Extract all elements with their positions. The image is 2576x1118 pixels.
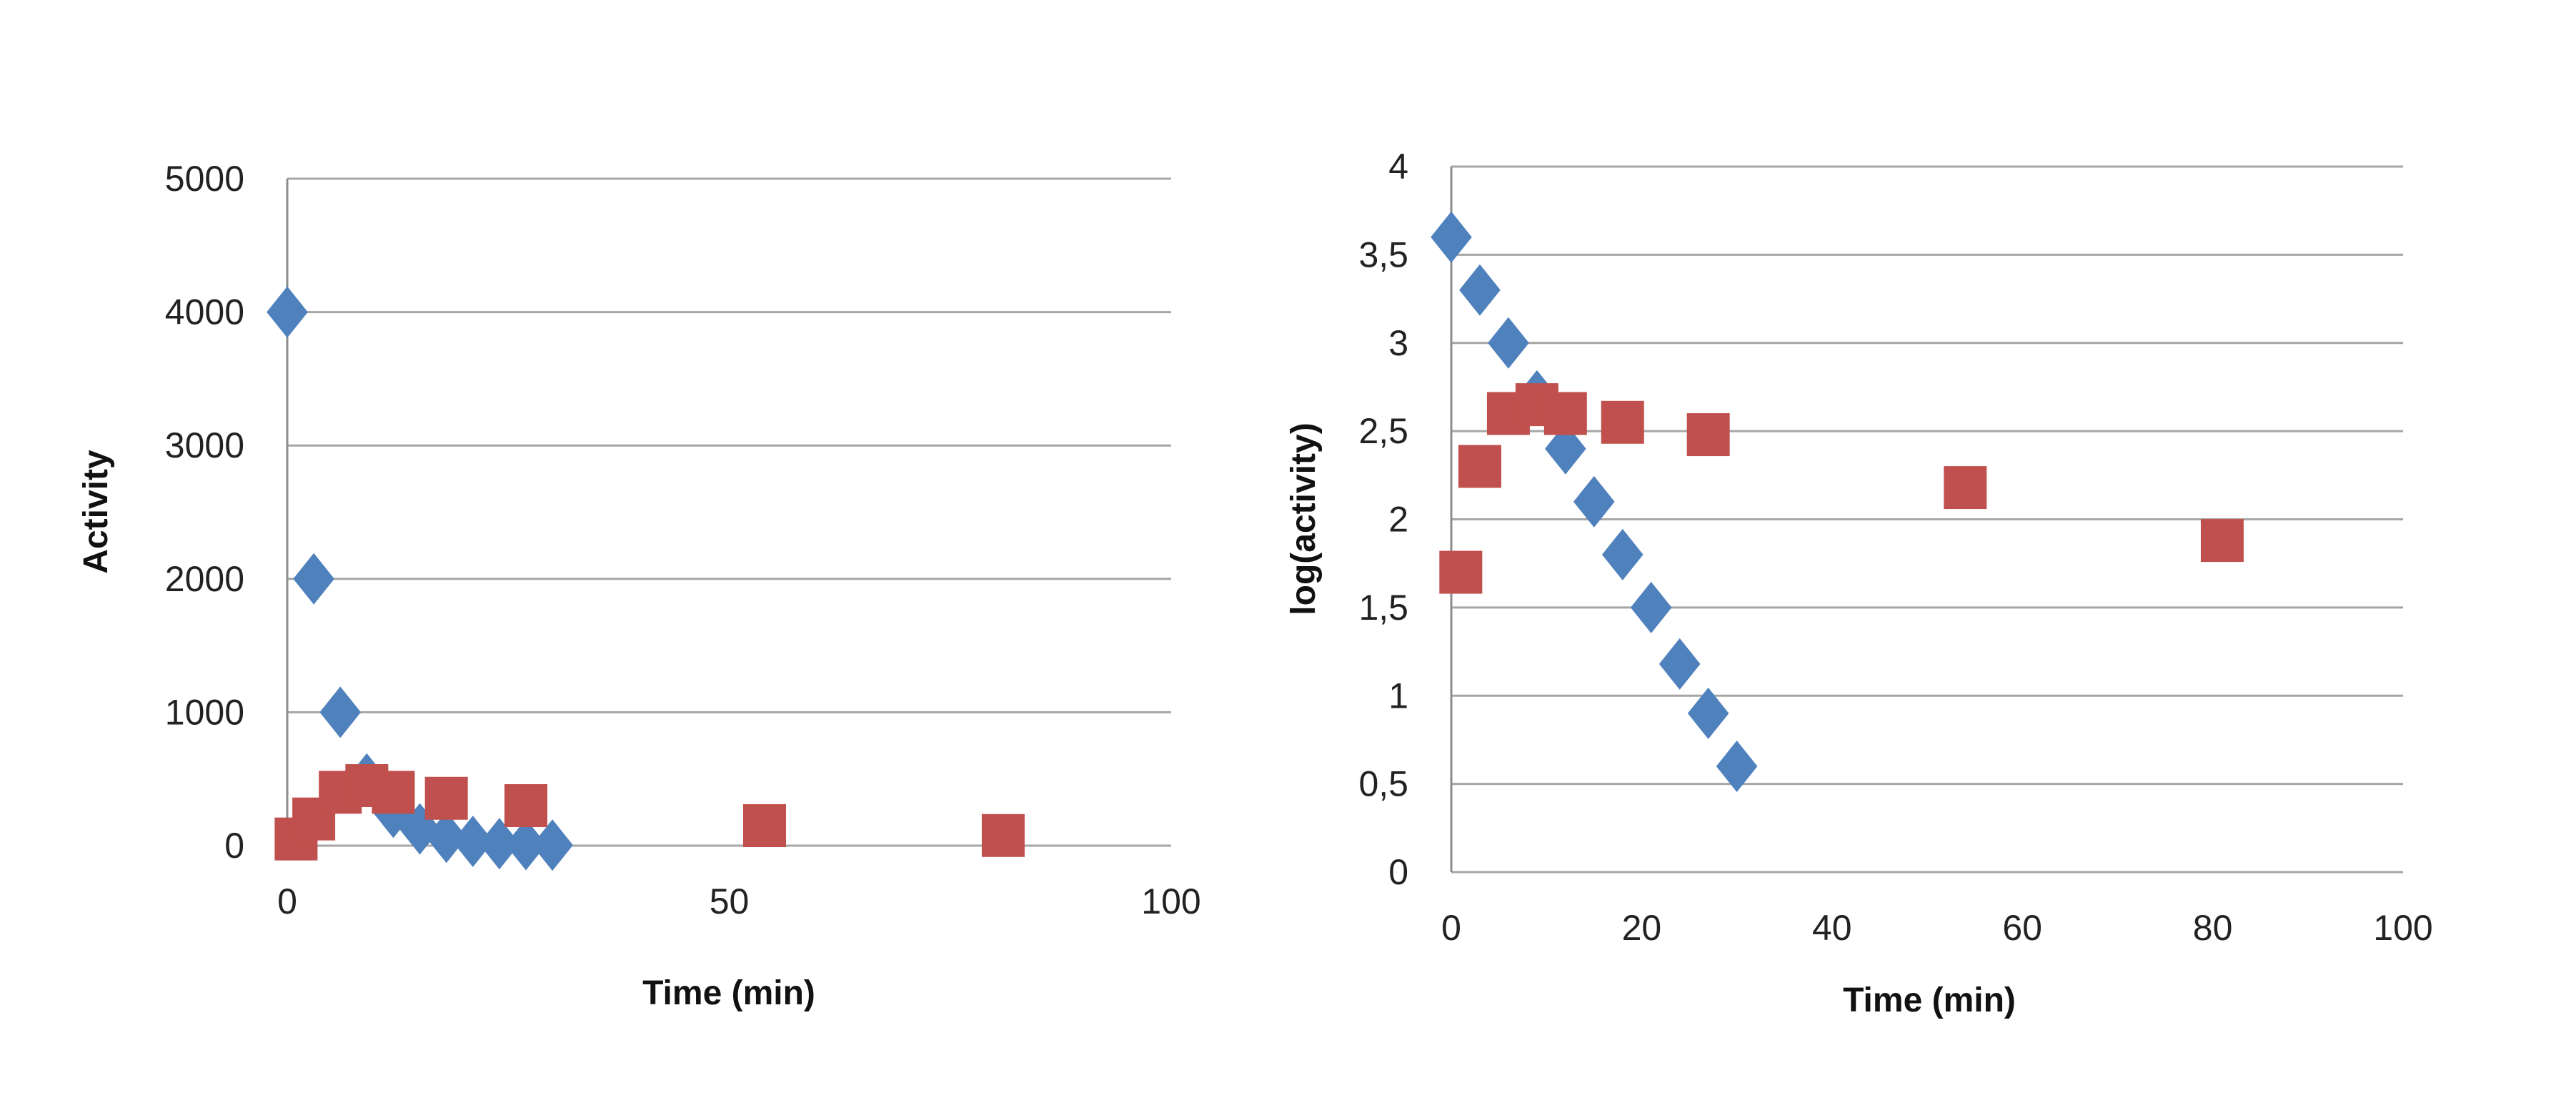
y-tick-label: 0,5: [1358, 764, 1408, 804]
x-tick-label: 60: [2002, 908, 2042, 948]
data-point-square: [1439, 550, 1483, 594]
y-axis-label: Activity: [77, 450, 115, 574]
data-point-diamond: [1488, 317, 1529, 369]
data-point-diamond: [1687, 687, 1729, 739]
data-point-diamond: [1601, 528, 1643, 580]
x-tick-label: 100: [1141, 881, 1200, 921]
y-tick-label: 2,5: [1358, 411, 1408, 451]
data-point-square: [424, 776, 468, 820]
x-axis-label: Time (min): [642, 974, 815, 1012]
y-tick-label: 1: [1388, 676, 1408, 716]
data-point-diamond: [1431, 211, 1472, 263]
y-tick-label: 5000: [165, 159, 244, 199]
activity-chart: Time (min) Activity 01000200030004000500…: [77, 159, 1201, 1012]
x-tick-label: 20: [1622, 908, 1662, 948]
y-tick-label: 1,5: [1358, 588, 1408, 628]
x-tick-label: 80: [2193, 908, 2233, 948]
y-tick-label: 3000: [165, 425, 244, 465]
y-tick-label: 1000: [165, 692, 244, 732]
x-tick-label: 0: [277, 881, 297, 921]
data-point-diamond: [1716, 740, 1758, 792]
data-point-diamond: [452, 816, 494, 868]
data-point-diamond: [425, 811, 467, 864]
y-tick-label: 4: [1388, 147, 1408, 187]
data-point-diamond: [1659, 638, 1701, 690]
data-point-diamond: [319, 686, 362, 738]
data-point-square: [504, 784, 547, 828]
data-point-diamond: [1573, 475, 1615, 528]
data-point-square: [1686, 413, 1730, 457]
data-point-diamond: [1630, 581, 1672, 633]
data-point-diamond: [532, 819, 573, 871]
data-point-diamond: [479, 818, 520, 870]
y-tick-label: 2000: [165, 559, 244, 599]
data-point-diamond: [505, 818, 547, 871]
y-tick-label: 3,5: [1358, 234, 1408, 274]
data-point-diamond: [293, 553, 334, 605]
data-point-square: [981, 813, 1025, 857]
data-point-square: [1458, 445, 1501, 488]
data-point-square: [742, 804, 786, 848]
data-point-square: [1543, 392, 1587, 435]
x-tick-label: 0: [1441, 908, 1461, 948]
y-tick-label: 2: [1388, 500, 1408, 540]
data-point-square: [1601, 400, 1644, 444]
x-tick-label: 100: [2373, 908, 2432, 948]
data-point-square: [2200, 519, 2244, 563]
data-point-square: [372, 771, 415, 814]
x-tick-label: 50: [710, 881, 750, 921]
data-point-diamond: [267, 286, 308, 338]
data-point-diamond: [1459, 264, 1501, 316]
data-point-diamond: [1545, 422, 1586, 475]
y-tick-label: 4000: [165, 292, 244, 332]
x-axis-label: Time (min): [1843, 981, 2016, 1019]
log-activity-chart: Time (min) log(activity) 0 0,5 1 1,5 2 2,5 3 3,…: [1285, 147, 2433, 1019]
y-axis-label: log(activity): [1285, 422, 1323, 615]
y-tick-label: 3: [1388, 323, 1408, 363]
y-tick-label: 0: [1388, 852, 1408, 892]
data-point-square: [1944, 466, 1987, 510]
y-tick-label: 0: [224, 826, 244, 866]
x-tick-label: 40: [1812, 908, 1852, 948]
